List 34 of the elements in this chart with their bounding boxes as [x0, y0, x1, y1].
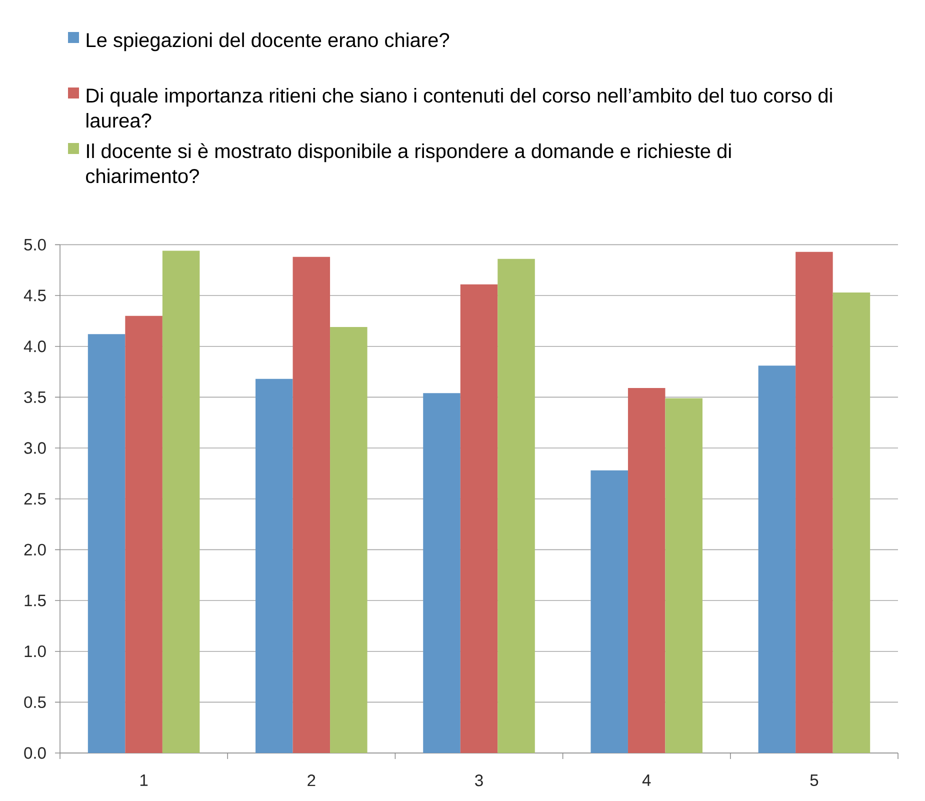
legend-label: Di quale importanza ritieni che siano i contenuti del corso nell’ambito del tuo corso di laurea? — [86, 88, 832, 128]
y-tick-label: 3.0 — [24, 442, 46, 454]
bar — [256, 378, 293, 753]
bar — [88, 334, 126, 753]
bar — [498, 258, 535, 753]
bar — [292, 256, 330, 753]
bar — [758, 366, 796, 753]
x-tick-label: 2 — [308, 774, 316, 786]
bar — [423, 393, 460, 753]
x-tick-label: 4 — [642, 774, 651, 786]
bar — [628, 388, 666, 753]
x-tick-label: 1 — [140, 774, 148, 786]
x-tick-label: 5 — [810, 774, 818, 786]
y-tick-label: 3.5 — [24, 391, 46, 404]
y-tick-label: 2.5 — [24, 493, 46, 505]
bar — [125, 316, 162, 753]
bar — [665, 398, 702, 753]
bar — [330, 327, 368, 753]
bar — [590, 470, 628, 753]
bar — [162, 250, 200, 753]
y-tick-label: 5.0 — [24, 238, 46, 251]
y-tick-label: 0.0 — [24, 747, 46, 759]
y-tick-label: 2.0 — [24, 544, 46, 556]
y-tick-label: 1.0 — [24, 645, 46, 658]
legend-label: Le spiegazioni del docente erano chiare? — [86, 32, 450, 52]
x-tick-label: 3 — [475, 774, 483, 786]
y-tick-label: 0.5 — [24, 696, 46, 708]
y-tick-label: 4.0 — [24, 340, 46, 352]
y-tick-label: 1.5 — [24, 594, 46, 606]
y-tick-label: 4.5 — [24, 290, 46, 302]
legend-label: Il docente si è mostrato disponibile a rispondere a domande e richieste di chiarimento? — [86, 143, 731, 184]
bar — [460, 284, 498, 753]
bar — [796, 252, 833, 753]
bar — [832, 292, 870, 753]
